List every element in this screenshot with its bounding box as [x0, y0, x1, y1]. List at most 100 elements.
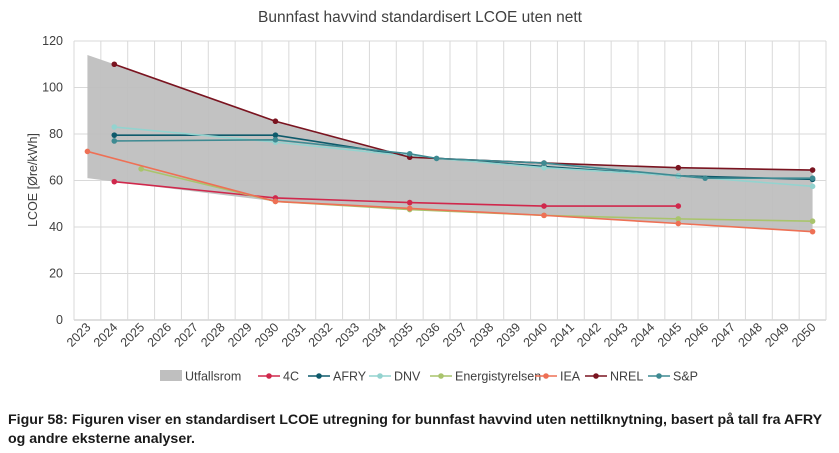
data-point-nrel: [111, 61, 118, 68]
data-point-4c: [111, 178, 118, 185]
y-tick-label: 60: [49, 174, 63, 188]
data-point-s-p: [541, 160, 547, 166]
legend: Utfallsrom 4C AFRY DNV Energistyrelsen IEA NRE…: [160, 370, 698, 384]
data-point-afry: [272, 132, 279, 138]
data-point-iea: [809, 228, 816, 235]
data-point-dnv: [809, 183, 816, 190]
x-tick-label: 2029: [225, 320, 255, 350]
x-tick-label: 2035: [386, 320, 416, 350]
x-tick-label: 2034: [359, 320, 389, 350]
x-tick-label: 2031: [279, 320, 309, 350]
x-tick-label: 2024: [91, 320, 121, 350]
data-point-s-p: [272, 137, 279, 143]
x-tick-label: 2030: [252, 320, 282, 350]
legend-marker: [543, 373, 549, 379]
x-tick-label: 2025: [118, 320, 148, 350]
data-point-iea: [272, 198, 279, 205]
data-point-nrel: [272, 118, 279, 125]
range-band-layer: [87, 54, 813, 232]
legend-label: AFRY: [333, 370, 367, 384]
series-layer: [84, 61, 816, 235]
legend-item-iea: IEA: [535, 370, 581, 384]
y-axis-label: LCOE [Øre/kWh]: [26, 133, 40, 227]
data-point-iea: [675, 220, 682, 227]
chart-title: Bunnfast havvind standardisert LCOE uten…: [258, 9, 583, 26]
data-point-energistyrelsen: [809, 218, 816, 224]
data-point-nrel: [675, 164, 682, 171]
data-point-nrel: [809, 167, 816, 173]
x-tick-label: 2048: [735, 320, 765, 350]
legend-item-afry: AFRY: [308, 370, 367, 384]
data-point-s-p: [433, 155, 440, 162]
y-tick-label: 120: [42, 34, 63, 48]
y-tick-label: 80: [49, 127, 63, 141]
chart: Bunnfast havvind standardisert LCOE uten…: [26, 9, 827, 384]
x-tick-label: 2028: [198, 320, 228, 350]
legend-item-s-p: S&P: [648, 370, 698, 384]
data-point-iea: [541, 212, 547, 219]
legend-marker: [377, 373, 383, 379]
legend-label: DNV: [394, 370, 421, 384]
legend-item-energistyrelsen: Energistyrelsen: [430, 370, 541, 384]
data-point-s-p: [406, 150, 413, 157]
legend-label: Energistyrelsen: [455, 370, 541, 384]
y-tick-label: 40: [49, 220, 63, 234]
data-point-iea: [84, 148, 91, 155]
data-point-s-p: [702, 175, 708, 181]
x-tick-label: 2050: [789, 320, 819, 350]
data-point-dnv: [111, 124, 118, 130]
x-tick-label: 2037: [440, 320, 470, 350]
x-tick-label: 2045: [655, 320, 685, 350]
x-tick-label: 2041: [547, 320, 577, 350]
x-tick-label: 2044: [628, 320, 658, 350]
legend-label: S&P: [673, 370, 698, 384]
x-tick-label: 2026: [145, 320, 175, 350]
x-tick-label: 2033: [333, 320, 363, 350]
data-point-4c: [675, 203, 682, 209]
data-point-energistyrelsen: [138, 166, 144, 172]
x-tick-label: 2042: [574, 320, 604, 350]
y-tick-label: 0: [56, 313, 63, 327]
data-point-dnv: [541, 164, 547, 171]
data-point-4c: [406, 199, 413, 206]
range-band: [87, 54, 813, 232]
data-point-4c: [541, 203, 547, 209]
legend-marker: [593, 373, 599, 379]
legend-item-utfallsrom: Utfallsrom: [160, 370, 241, 384]
x-tick-label: 2043: [601, 320, 631, 350]
legend-label: NREL: [610, 370, 643, 384]
data-point-iea: [406, 205, 413, 212]
legend-label: 4C: [283, 370, 299, 384]
legend-marker: [656, 373, 662, 379]
y-tick-label: 20: [49, 267, 63, 281]
legend-label: Utfallsrom: [185, 370, 241, 384]
series-line-iea: [87, 150, 813, 233]
x-tick-label: 2023: [64, 320, 94, 350]
data-point-s-p: [111, 138, 118, 144]
legend-swatch: [160, 370, 182, 381]
x-tick-labels: 2023202420252026202720282029203020312032…: [64, 320, 819, 350]
legend-marker: [316, 373, 322, 379]
x-tick-label: 2032: [306, 320, 336, 350]
y-tick-label: 100: [42, 81, 63, 95]
legend-marker: [266, 373, 272, 379]
x-tick-label: 2027: [171, 320, 201, 350]
y-tick-labels: 0 20 40 60 80 100 120: [42, 34, 63, 327]
legend-item-nrel: NREL: [585, 370, 643, 384]
x-tick-label: 2039: [494, 320, 524, 350]
data-point-afry: [111, 132, 118, 138]
x-tick-label: 2047: [709, 320, 739, 350]
x-tick-label: 2049: [762, 320, 792, 350]
x-tick-label: 2036: [413, 320, 443, 350]
legend-label: IEA: [560, 370, 581, 384]
legend-marker: [438, 373, 444, 379]
data-point-energistyrelsen: [675, 216, 682, 222]
data-point-s-p: [809, 175, 816, 181]
series-iea: [84, 148, 816, 235]
figure-caption: Figur 58: Figuren viser en standardisert…: [8, 412, 822, 447]
legend-item-dnv: DNV: [369, 370, 421, 384]
x-tick-label: 2038: [467, 320, 497, 350]
series-s-p: [111, 137, 816, 181]
x-tick-label: 2040: [521, 320, 551, 350]
legend-item-4c: 4C: [258, 370, 299, 384]
